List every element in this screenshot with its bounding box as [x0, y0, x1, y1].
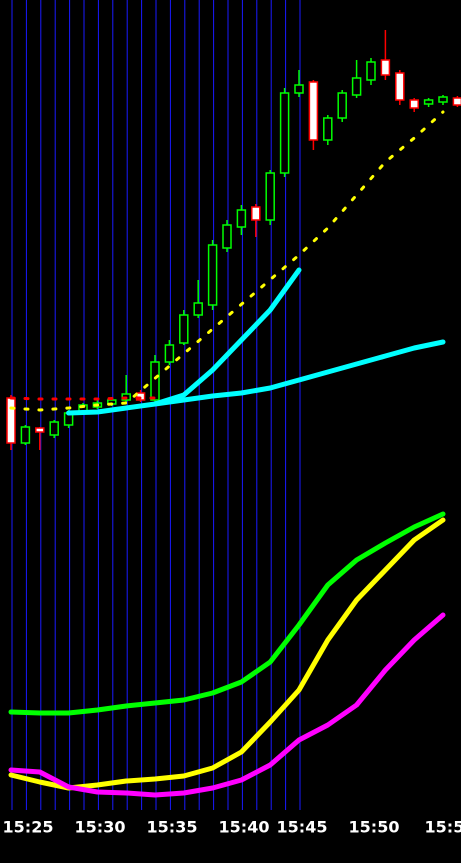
candle-body: [279, 92, 290, 174]
time-label: 15:45: [277, 818, 328, 837]
candle-body: [409, 99, 419, 109]
candle-body: [452, 97, 461, 106]
candle-body: [222, 224, 232, 249]
time-label: 15:55: [425, 818, 461, 837]
time-label: 15:35: [147, 818, 198, 837]
candle-body: [49, 421, 59, 436]
candle-body: [207, 244, 218, 306]
candle-body: [265, 172, 275, 221]
candle-body: [6, 397, 16, 444]
indicator-line: [8, 612, 446, 798]
candle-body: [438, 96, 448, 103]
candle-body: [179, 314, 189, 344]
candle-body: [294, 84, 304, 94]
indicator-line: [9, 396, 157, 401]
candle-body: [351, 77, 362, 96]
candle-body: [251, 206, 261, 221]
candle-body: [164, 344, 175, 363]
candle-body: [135, 392, 146, 401]
candle-body: [35, 427, 45, 433]
candle-body: [323, 117, 333, 141]
candle-body: [423, 99, 434, 105]
candle-body: [236, 209, 247, 228]
indicator-line: [8, 511, 446, 716]
candle-body: [20, 426, 31, 444]
indicator-line: [9, 110, 445, 412]
indicator-line: [152, 339, 446, 407]
indicator-line: [66, 267, 302, 416]
candle-body: [193, 302, 203, 316]
session-lines: [11, 0, 301, 810]
candle-body: [395, 72, 405, 101]
candle-body: [308, 81, 319, 141]
time-label: 15:25: [3, 818, 54, 837]
candle-body: [337, 92, 347, 119]
candle-body: [150, 361, 160, 401]
time-label: 15:30: [75, 818, 126, 837]
candle-body: [380, 59, 391, 76]
candle-body: [366, 61, 376, 81]
time-label: 15:40: [219, 818, 270, 837]
time-label: 15:50: [349, 818, 400, 837]
indicator-line: [8, 517, 446, 791]
